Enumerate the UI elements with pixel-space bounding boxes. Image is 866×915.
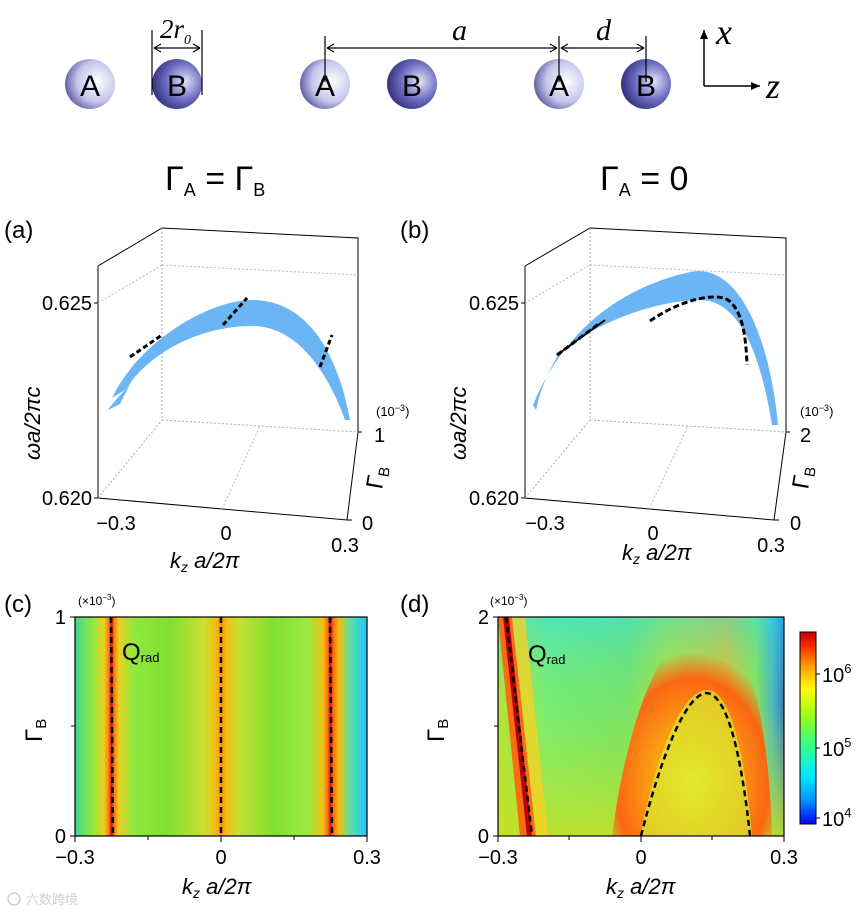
panel-b-depth-label: ΓB bbox=[787, 463, 820, 491]
panel-a-xlabel: kz a/2π bbox=[170, 548, 241, 575]
panel-b-bic-markers bbox=[556, 295, 749, 366]
panel-c-bic-lines bbox=[109, 616, 334, 837]
panel-d-scale-note: (×10−3) bbox=[490, 593, 527, 608]
colorbar-tick-1e5: 105 bbox=[822, 735, 851, 761]
svg-text:A: A bbox=[549, 70, 569, 103]
panel-a-xtick-pos: 0.3 bbox=[331, 535, 359, 557]
panel-a-ylabel: ωa/2πc bbox=[20, 387, 45, 460]
panel-b-xtick-0: 0 bbox=[647, 523, 658, 545]
axis-x-label: x bbox=[715, 12, 732, 52]
svg-text:A: A bbox=[80, 70, 100, 103]
atom-A-3: A bbox=[534, 59, 584, 109]
watermark: 六数跨境 bbox=[7, 892, 78, 907]
label-2r0: 2r0 bbox=[160, 14, 191, 48]
panel-b-surface bbox=[533, 271, 778, 425]
panel-b-xtick-neg: −0.3 bbox=[525, 513, 564, 535]
dimension-a bbox=[324, 36, 647, 82]
panel-a-tick-0625: 0.625 bbox=[42, 293, 92, 315]
colorbar-tick-1e6: 106 bbox=[822, 661, 851, 687]
svg-text:B: B bbox=[167, 70, 187, 103]
panel-a-label: (a) bbox=[4, 217, 33, 244]
panel-a-depth-scale: (10−3) bbox=[376, 403, 409, 419]
panel-b-depth-tick-0: 0 bbox=[790, 513, 801, 535]
panel-c-ytick-1: 1 bbox=[55, 607, 66, 629]
svg-text:B: B bbox=[402, 70, 422, 103]
panel-a-depth-tick-0: 0 bbox=[362, 513, 373, 535]
panel-b-ylabel: ωa/2πc bbox=[446, 387, 471, 460]
label-a: a bbox=[452, 14, 467, 47]
atom-A-1: A bbox=[65, 59, 115, 109]
svg-text:A: A bbox=[315, 70, 335, 103]
panel-c-xtick-pos: 0.3 bbox=[353, 847, 381, 869]
panel-c-label: (c) bbox=[4, 591, 32, 618]
panel-c-xtick-neg: −0.3 bbox=[55, 847, 94, 869]
svg-text:B: B bbox=[636, 70, 656, 103]
panel-d-xtick-neg: −0.3 bbox=[478, 847, 517, 869]
panel-c-ylabel: ΓB bbox=[21, 719, 50, 742]
panel-d-ytick-2: 2 bbox=[478, 607, 489, 629]
colorbar: 106 105 104 bbox=[799, 631, 851, 831]
panel-d-ylabel: ΓB bbox=[423, 719, 452, 742]
panel-d-annotation: Qrad bbox=[528, 641, 565, 668]
atom-A-2: A bbox=[300, 59, 350, 109]
panel-d: (d) (×10−3) Qrad 2 0 ΓB bbox=[400, 591, 798, 901]
schematic: A B A B A B 2r0 bbox=[65, 12, 780, 109]
panel-b-xlabel: kz a/2π bbox=[622, 540, 693, 567]
colorbar-gradient bbox=[799, 631, 817, 825]
panel-c-xlabel: kz a/2π bbox=[182, 874, 253, 901]
panel-a-xtick-neg: −0.3 bbox=[96, 513, 135, 535]
panel-a-surface bbox=[112, 300, 350, 420]
svg-text:六数跨境: 六数跨境 bbox=[26, 892, 78, 907]
panel-b-depth-tick-2: 2 bbox=[800, 425, 811, 447]
panel-b-label: (b) bbox=[400, 217, 429, 244]
panel-a-tick-0620: 0.620 bbox=[42, 488, 92, 510]
atom-B-2: B bbox=[387, 59, 437, 109]
panel-b-box bbox=[521, 227, 790, 521]
panel-a-bic-markers bbox=[129, 297, 334, 368]
panel-b-tick-0620: 0.620 bbox=[469, 488, 519, 510]
panel-d-bic-curves bbox=[504, 616, 752, 837]
panel-a-depth-label: ΓB bbox=[361, 463, 394, 491]
panel-c-ytick-0: 0 bbox=[55, 826, 66, 848]
label-d: d bbox=[596, 14, 612, 47]
column-title-right: ΓA = 0 bbox=[600, 160, 688, 200]
panel-c-annotation: Qrad bbox=[122, 639, 159, 666]
axis-z-label: z bbox=[765, 66, 780, 106]
panel-b-xtick-pos: 0.3 bbox=[757, 535, 785, 557]
panel-b-tick-0625: 0.625 bbox=[469, 293, 519, 315]
axes-xz bbox=[700, 30, 760, 90]
panel-d-ytick-0: 0 bbox=[478, 826, 489, 848]
dimension-2r0 bbox=[151, 30, 203, 95]
colorbar-tick-1e4: 104 bbox=[822, 805, 851, 831]
panel-d-xlabel: kz a/2π bbox=[606, 874, 677, 901]
panel-a: (a) 0.625 0.620 ωa/2πc −0.3 bbox=[4, 217, 409, 575]
panel-a-box bbox=[94, 227, 362, 521]
panel-a-depth-tick-1: 1 bbox=[374, 425, 385, 447]
panel-c-scale-note: (×10−3) bbox=[78, 593, 115, 608]
panel-d-xtick-0: 0 bbox=[635, 847, 646, 869]
panel-c-xtick-0: 0 bbox=[215, 847, 226, 869]
panel-d-label: (d) bbox=[400, 591, 429, 618]
panel-c: (c) (×10−3) Qrad 1 0 ΓB −0.3 0 0.3 kz a/… bbox=[4, 591, 381, 901]
panel-b-depth-scale: (10−3) bbox=[800, 403, 833, 419]
panel-a-xtick-0: 0 bbox=[220, 523, 231, 545]
column-title-left: ΓA = ΓB bbox=[165, 160, 265, 200]
atom-B-1: B bbox=[152, 59, 202, 109]
panel-b: (b) 0.625 0.620 ωa/2πc −0.3 0 0.3 kz a/2… bbox=[400, 217, 833, 567]
panel-d-xtick-pos: 0.3 bbox=[770, 847, 798, 869]
atom-B-3: B bbox=[621, 59, 671, 109]
